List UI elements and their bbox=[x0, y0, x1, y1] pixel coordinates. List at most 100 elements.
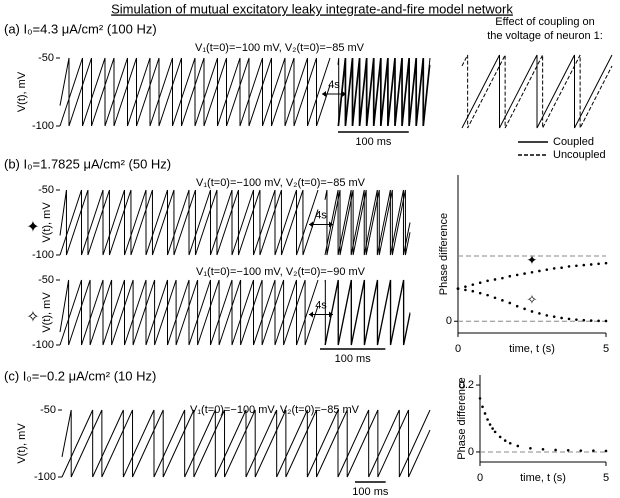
phase-point bbox=[560, 266, 563, 270]
y-axis-label: V(t), mV bbox=[16, 423, 28, 464]
phase-point bbox=[471, 289, 475, 293]
phase-point bbox=[515, 273, 519, 277]
phase-point bbox=[582, 318, 586, 322]
phase-point bbox=[575, 318, 578, 321]
y-tick-label: -50 bbox=[38, 184, 54, 196]
phase-point bbox=[523, 307, 526, 311]
phase-point bbox=[486, 279, 489, 283]
phase-point bbox=[538, 312, 541, 315]
x-tick-label: 5 bbox=[603, 343, 609, 355]
scale-bar-label: 100 ms bbox=[355, 136, 392, 148]
voltage-trace bbox=[59, 57, 331, 127]
inset-title: Effect of coupling on bbox=[495, 16, 594, 28]
phase-point bbox=[493, 278, 497, 281]
phase-point bbox=[554, 448, 557, 452]
voltage-trace bbox=[59, 189, 319, 256]
voltage-trace bbox=[59, 279, 319, 346]
phase-point bbox=[501, 276, 504, 280]
break-label: 4s bbox=[315, 209, 327, 221]
y-axis-label: V(t), mV bbox=[41, 292, 53, 333]
phase-point bbox=[589, 263, 593, 266]
annotation: V₁(t=0)=−100 mV, V₂(t=0)=−85 mV bbox=[195, 42, 365, 54]
phase-point bbox=[545, 268, 549, 271]
phase-point bbox=[567, 317, 571, 321]
phase-point bbox=[567, 265, 571, 268]
phase-point bbox=[503, 439, 507, 442]
phase-point bbox=[552, 315, 556, 318]
phase-point bbox=[541, 447, 545, 451]
phase-point bbox=[597, 319, 600, 323]
legend-label: Uncoupled bbox=[553, 149, 606, 161]
break-label: 4s bbox=[315, 299, 327, 311]
panel-label: (c) I₀=−0.2 μA/cm² (10 Hz) bbox=[4, 368, 156, 383]
panel-label: (a) I₀=4.3 μA/cm² (100 Hz) bbox=[4, 21, 157, 36]
y-tick-label: 0.2 bbox=[459, 379, 474, 391]
y-axis-label: Phase difference bbox=[438, 213, 450, 295]
break-label: 4s bbox=[328, 79, 340, 91]
phase-point bbox=[604, 261, 608, 265]
y-axis-label: Phase difference bbox=[456, 377, 468, 459]
phase-point bbox=[516, 444, 520, 448]
trace-symbol: ✦ bbox=[26, 219, 39, 236]
y-axis-label: V(t), mV bbox=[41, 202, 53, 243]
phase-point bbox=[508, 274, 512, 278]
voltage-trace bbox=[461, 54, 613, 129]
phase-point bbox=[508, 441, 512, 445]
y-tick-label: -100 bbox=[32, 120, 54, 132]
phase-point bbox=[560, 316, 563, 320]
legend-label: Coupled bbox=[553, 136, 594, 148]
phase-point bbox=[529, 446, 532, 450]
annotation: V₁(t=0)=−100 mV, V₂(t=0)=−85 mV bbox=[196, 177, 366, 189]
x-tick-label: 0 bbox=[477, 472, 483, 484]
voltage-trace bbox=[324, 189, 411, 256]
panel-label: (b) I₀=1.7825 μA/cm² (50 Hz) bbox=[4, 156, 171, 171]
phase-point bbox=[508, 301, 512, 305]
voltage-trace bbox=[324, 279, 411, 346]
annotation: V₁(t=0)=−100 mV, V₂(t=0)=−85 mV bbox=[190, 404, 360, 416]
phase-point bbox=[589, 319, 593, 322]
phase-point bbox=[523, 272, 526, 275]
phase-point bbox=[488, 423, 492, 426]
scale-bar-label: 100 ms bbox=[335, 353, 372, 365]
phase-point bbox=[579, 449, 583, 452]
phase-point bbox=[486, 418, 489, 421]
phase-point bbox=[530, 270, 534, 274]
inset-title: the voltage of neuron 1: bbox=[487, 30, 603, 42]
voltage-trace bbox=[59, 57, 331, 127]
phase-point bbox=[515, 304, 519, 308]
y-axis-label: V(t), mV bbox=[16, 71, 28, 112]
phase-point bbox=[478, 291, 482, 295]
phase-point bbox=[483, 412, 487, 415]
voltage-trace bbox=[337, 57, 431, 127]
voltage-trace bbox=[61, 409, 431, 478]
series-symbol: ✧ bbox=[527, 292, 538, 307]
phase-point bbox=[464, 288, 467, 292]
voltage-trace bbox=[59, 189, 319, 256]
phase-point bbox=[464, 285, 467, 288]
scale-bar-label: 100 ms bbox=[352, 486, 389, 498]
series-symbol: ✦ bbox=[527, 253, 538, 268]
phase-point bbox=[478, 397, 482, 400]
voltage-trace bbox=[461, 54, 613, 129]
phase-point bbox=[493, 296, 497, 300]
x-axis-label: time, t (s) bbox=[520, 472, 566, 484]
phase-point bbox=[575, 264, 578, 268]
trace-symbol: ✧ bbox=[26, 309, 39, 326]
y-tick-label: 0 bbox=[468, 446, 474, 458]
y-tick-label: -100 bbox=[32, 339, 54, 351]
phase-point bbox=[582, 263, 586, 267]
y-tick-label: -50 bbox=[40, 404, 56, 416]
phase-point bbox=[552, 267, 556, 270]
phase-point bbox=[478, 281, 482, 285]
phase-point bbox=[471, 283, 475, 286]
phase-point bbox=[498, 435, 502, 439]
phase-point bbox=[491, 427, 494, 430]
x-axis-label: time, t (s) bbox=[509, 343, 555, 355]
phase-point bbox=[592, 449, 595, 452]
phase-point bbox=[486, 293, 489, 297]
annotation: V₁(t=0)=−100 mV, V₂(t=0)=−90 mV bbox=[196, 266, 366, 278]
phase-point bbox=[481, 405, 484, 409]
x-tick-label: 0 bbox=[455, 343, 461, 355]
